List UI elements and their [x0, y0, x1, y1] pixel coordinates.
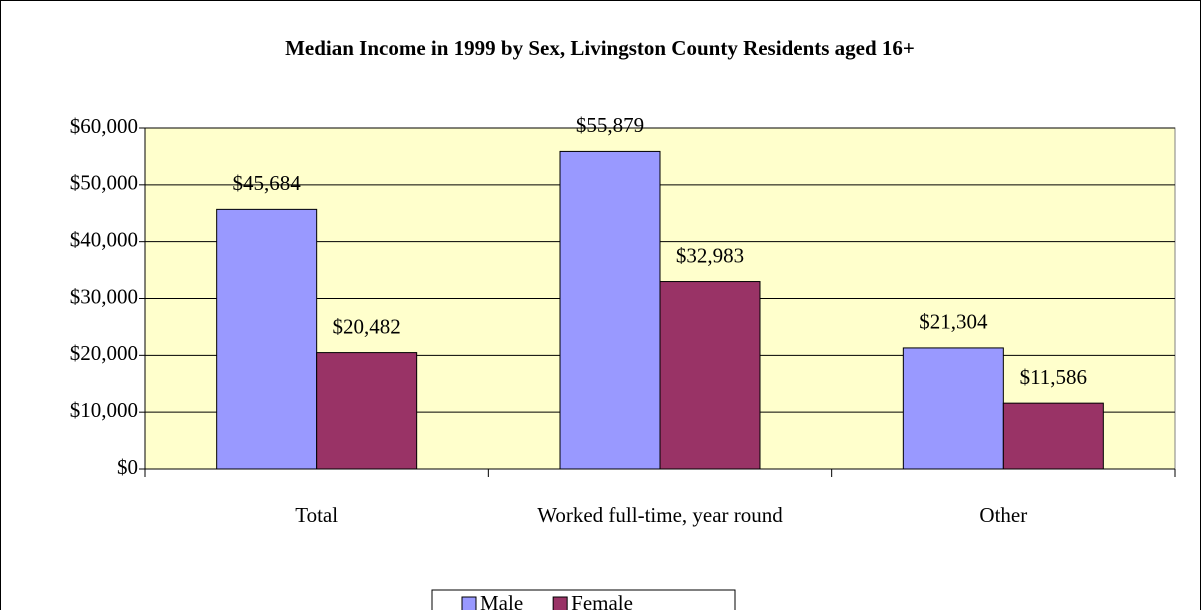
y-tick-label: $50,000 — [70, 171, 138, 195]
x-tick-label: Worked full-time, year round — [537, 503, 783, 527]
legend-label: Female — [571, 591, 633, 610]
value-label: $55,879 — [576, 113, 644, 137]
value-label: $21,304 — [919, 310, 988, 334]
y-tick-label: $10,000 — [70, 398, 138, 422]
bar — [216, 208, 318, 470]
legend-label: Male — [480, 591, 523, 610]
value-label: $20,482 — [333, 314, 401, 338]
legend-box — [431, 589, 736, 610]
bar — [659, 281, 761, 470]
y-tick-label: $0 — [117, 455, 138, 479]
y-tick-label: $40,000 — [70, 227, 138, 251]
bar — [559, 150, 661, 470]
y-tick-label: $30,000 — [70, 284, 138, 308]
bar — [902, 347, 1004, 470]
legend-swatch — [461, 596, 477, 610]
x-tick-label: Other — [979, 503, 1027, 527]
chart-title: Median Income in 1999 by Sex, Livingston… — [285, 36, 915, 60]
y-tick-label: $60,000 — [70, 114, 138, 138]
x-tick-label: Total — [295, 503, 338, 527]
y-tick-label: $20,000 — [70, 341, 138, 365]
value-label: $11,586 — [1020, 365, 1087, 389]
value-label: $45,684 — [233, 171, 302, 195]
bar — [316, 352, 418, 470]
bar — [1002, 402, 1104, 470]
legend-swatch — [552, 596, 568, 610]
value-label: $32,983 — [676, 243, 744, 267]
